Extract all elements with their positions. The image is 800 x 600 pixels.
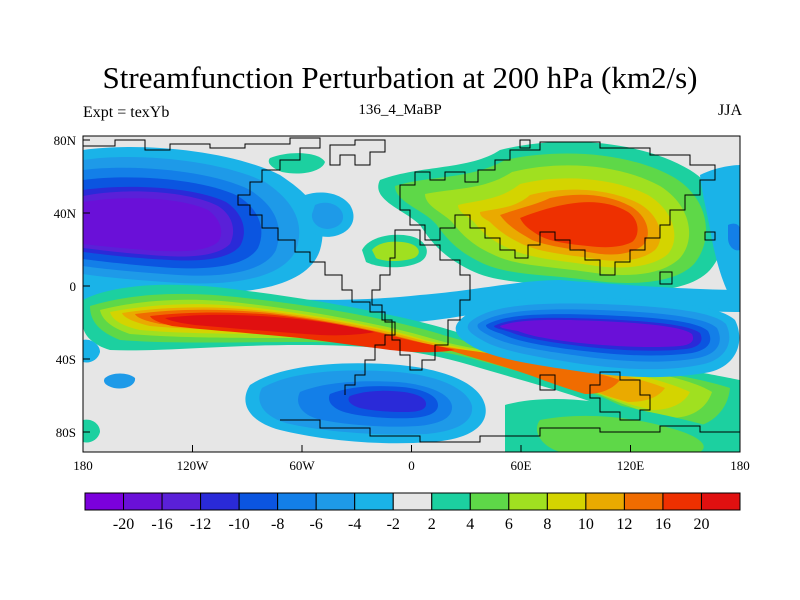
lon-tick-label: 180: [730, 458, 750, 473]
colorbar-swatch: [469, 492, 510, 511]
negative-cell-south-pacific-west: [83, 339, 100, 363]
colorbar-label: 4: [466, 516, 474, 533]
colorbar-label: 20: [693, 516, 709, 533]
colorbar-swatch: [431, 492, 471, 511]
colorbar-swatch: [508, 492, 548, 511]
colorbar-label: -16: [151, 516, 172, 533]
colorbar-swatch: [623, 492, 664, 511]
lat-tick-label: 80N: [54, 133, 77, 148]
colorbar-label: 6: [505, 516, 513, 533]
colorbar-label: -6: [310, 516, 323, 533]
colorbar-swatch: [277, 492, 317, 511]
colorbar-label: -8: [271, 516, 284, 533]
lat-tick-label: 40N: [54, 206, 77, 221]
lon-tick-label: 180: [73, 458, 93, 473]
season-label: JJA: [717, 102, 742, 119]
colorbar-swatch: [662, 492, 702, 511]
positive-band-south-pacific: [83, 284, 740, 440]
negative-cell-east-edge-core: [728, 223, 740, 251]
colorbar-label: -4: [348, 516, 361, 533]
positive-cell-southern-ocean: [505, 398, 740, 452]
negative-cell-south-indian: [455, 297, 740, 378]
negative-cell-east-edge: [700, 165, 740, 310]
lat-tick-label: 0: [70, 279, 77, 294]
streamfunction-field: [83, 136, 740, 452]
colorbar-swatch: [123, 492, 163, 511]
colorbar-swatch: [238, 492, 279, 511]
negative-cell-south-atlantic: [245, 363, 486, 444]
positive-cell-asia: [378, 141, 726, 292]
colorbar-label: -10: [228, 516, 249, 533]
negative-cell-arctic: [268, 153, 325, 174]
negative-cell-atlantic: [300, 192, 354, 237]
colorbar-label: -12: [190, 516, 211, 533]
colorbar-label: 2: [428, 516, 436, 533]
colorbar-label: -2: [387, 516, 400, 533]
experiment-label: Expt = texYb: [83, 104, 170, 121]
colorbar-label: 10: [578, 516, 594, 533]
lon-tick-label: 0: [408, 458, 415, 473]
colorbar-swatch: [315, 492, 356, 511]
colorbar-label: 12: [616, 516, 632, 533]
colorbar-swatch: [392, 492, 433, 511]
lon-tick-label: 60E: [511, 458, 532, 473]
positive-cell-southwest-patch: [83, 419, 100, 443]
run-label: 136_4_MaBP: [358, 102, 442, 118]
colorbar-label: -20: [113, 516, 134, 533]
negative-cell-south-pacific-patch: [104, 373, 136, 389]
colorbar-label: 8: [543, 516, 551, 533]
colorbar-swatch: [700, 492, 741, 511]
lat-tick-label: 80S: [56, 425, 76, 440]
coastlines: [83, 137, 740, 443]
lat-tick-label: 40S: [56, 352, 76, 367]
colorbar: -20 -16 -12 -10 -8 -6 -4 -2 2 4 6 8 10 12 16 20: [84, 492, 741, 533]
map-title: Streamfunction Perturbation at 200 hPa (…: [102, 60, 698, 95]
lon-tick-label: 120E: [617, 458, 645, 473]
negative-cell-north-america: [83, 147, 323, 293]
colorbar-swatch: [84, 492, 125, 511]
colorbar-swatch: [161, 492, 202, 511]
lon-tick-label: 60W: [289, 458, 315, 473]
colorbar-label: 16: [655, 516, 671, 533]
lon-tick-label: 120W: [177, 458, 210, 473]
colorbar-swatch: [546, 492, 587, 511]
colorbar-swatch: [200, 492, 240, 511]
colorbar-swatch: [354, 492, 394, 511]
colorbar-swatch: [585, 492, 625, 511]
lat-axis: [83, 139, 90, 433]
lon-axis: [82, 445, 741, 452]
